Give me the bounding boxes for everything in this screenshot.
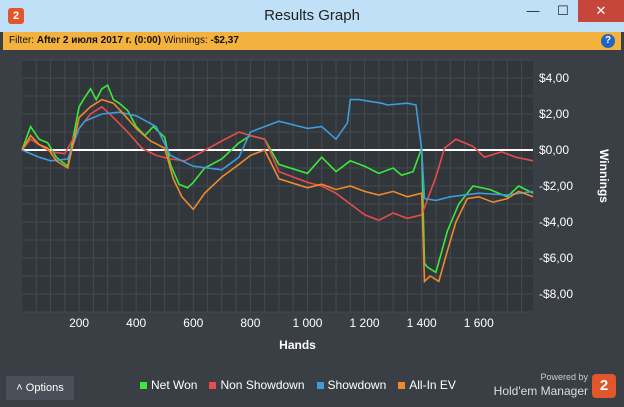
y-axis-label: Winnings [597, 149, 611, 203]
brand-label: Hold'em Manager [493, 384, 588, 398]
legend-item-net-won[interactable]: Net Won [140, 378, 197, 392]
bottom-bar: ˄ Options Net Won Non Showdown Showdown All… [0, 372, 624, 407]
window-title: Results Graph [264, 7, 360, 24]
y-tick-label: -$6,00 [539, 251, 573, 265]
y-tick-label: $4,00 [539, 71, 569, 85]
x-tick-label: 1 000 [292, 316, 322, 330]
legend-item-showdown[interactable]: Showdown [316, 378, 387, 392]
options-label: Options [25, 382, 64, 394]
x-tick-label: 1 400 [407, 316, 437, 330]
legend-swatch [209, 382, 217, 390]
winnings-value: -$2,37 [210, 35, 239, 46]
legend-swatch [316, 382, 324, 390]
help-icon[interactable]: ? [601, 34, 615, 48]
results-chart: 200 400 600 800 1 000 1 200 1 400 1 600 $4,00 $2,… [21, 59, 611, 352]
x-tick-label: 600 [183, 316, 203, 330]
x-tick-label: 200 [69, 316, 89, 330]
y-tick-label: -$2,00 [539, 179, 573, 193]
legend-label: Showdown [327, 378, 387, 392]
powered-by-label: Powered by [540, 372, 588, 382]
x-tick-label: 400 [126, 316, 146, 330]
series-line-net-won [21, 84, 534, 274]
legend-label: All-In EV [409, 378, 456, 392]
y-tick-label: -$4,00 [539, 215, 573, 229]
legend-swatch [398, 382, 406, 390]
title-bar: 2 Results Graph — ☐ ✕ [0, 0, 624, 32]
hem-logo-icon: 2 [592, 374, 616, 398]
x-axis-label: Hands [279, 338, 316, 352]
legend-label: Non Showdown [220, 378, 305, 392]
chart-legend: Net Won Non Showdown Showdown All-In EV [140, 378, 468, 392]
x-tick-label: 1 600 [464, 316, 494, 330]
series-line-showdown [21, 98, 534, 202]
winnings-label: Winnings: [163, 35, 208, 46]
series-line-all-in-ev [21, 98, 534, 284]
y-tick-label: -$8,00 [539, 287, 573, 301]
series-line-non-showdown [21, 105, 534, 222]
legend-swatch [140, 382, 147, 390]
x-tick-label: 1 200 [350, 316, 380, 330]
close-button[interactable]: ✕ [578, 0, 624, 22]
maximize-button[interactable]: ☐ [557, 3, 569, 18]
chevron-up-icon: ˄ [16, 382, 26, 394]
filter-bar: Filter: After 2 июля 2017 г. (0:00) Winn… [3, 32, 621, 50]
legend-item-all-in-ev[interactable]: All-In EV [398, 378, 456, 392]
y-tick-label: $2,00 [539, 107, 569, 121]
app-logo-icon: 2 [8, 8, 24, 24]
filter-value: After 2 июля 2017 г. (0:00) [36, 35, 162, 46]
options-button[interactable]: ˄ Options [6, 376, 74, 400]
minimize-button[interactable]: — [526, 3, 540, 18]
x-tick-label: 800 [240, 316, 260, 330]
y-tick-label: $0,00 [539, 143, 569, 157]
filter-label: Filter: [9, 35, 34, 46]
legend-item-non-showdown[interactable]: Non Showdown [209, 378, 305, 392]
legend-label: Net Won [151, 378, 198, 392]
